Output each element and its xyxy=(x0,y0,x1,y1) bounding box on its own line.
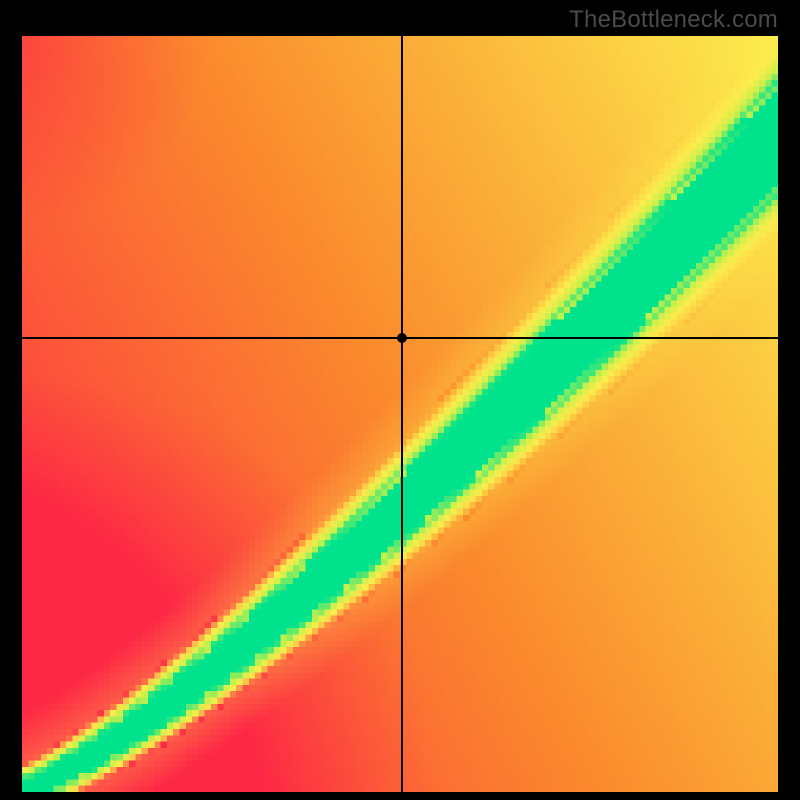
crosshair-vertical xyxy=(401,36,403,792)
crosshair-marker-point xyxy=(397,333,407,343)
watermark-text: TheBottleneck.com xyxy=(569,6,778,34)
heatmap-canvas xyxy=(22,36,778,792)
heatmap-plot-area xyxy=(22,36,778,792)
